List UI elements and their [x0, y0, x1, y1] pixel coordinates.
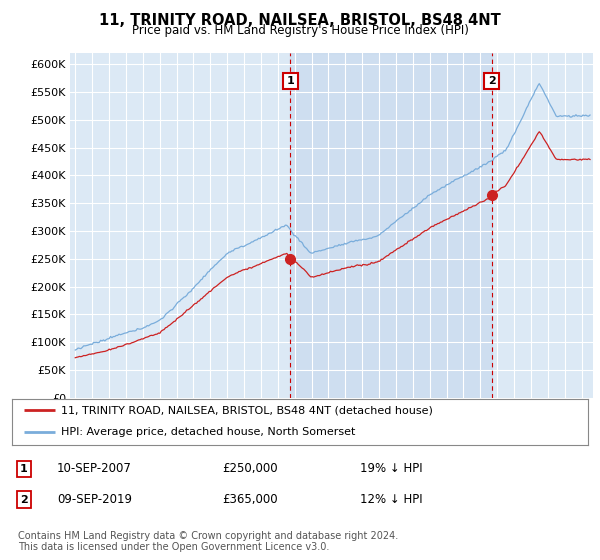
Bar	[290, 53, 491, 398]
Text: 12% ↓ HPI: 12% ↓ HPI	[360, 493, 422, 506]
Text: 19% ↓ HPI: 19% ↓ HPI	[360, 462, 422, 475]
Text: 11, TRINITY ROAD, NAILSEA, BRISTOL, BS48 4NT: 11, TRINITY ROAD, NAILSEA, BRISTOL, BS48…	[99, 13, 501, 28]
Text: £250,000: £250,000	[222, 462, 278, 475]
Text: HPI: Average price, detached house, North Somerset: HPI: Average price, detached house, Nort…	[61, 427, 355, 437]
Text: 2: 2	[20, 494, 28, 505]
Text: Price paid vs. HM Land Registry's House Price Index (HPI): Price paid vs. HM Land Registry's House …	[131, 24, 469, 37]
Text: 10-SEP-2007: 10-SEP-2007	[57, 462, 132, 475]
Text: 1: 1	[287, 76, 295, 86]
Text: £365,000: £365,000	[222, 493, 278, 506]
Text: 1: 1	[20, 464, 28, 474]
Text: Contains HM Land Registry data © Crown copyright and database right 2024.
This d: Contains HM Land Registry data © Crown c…	[18, 531, 398, 553]
Text: 11, TRINITY ROAD, NAILSEA, BRISTOL, BS48 4NT (detached house): 11, TRINITY ROAD, NAILSEA, BRISTOL, BS48…	[61, 405, 433, 416]
Text: 09-SEP-2019: 09-SEP-2019	[57, 493, 132, 506]
Text: 2: 2	[488, 76, 496, 86]
